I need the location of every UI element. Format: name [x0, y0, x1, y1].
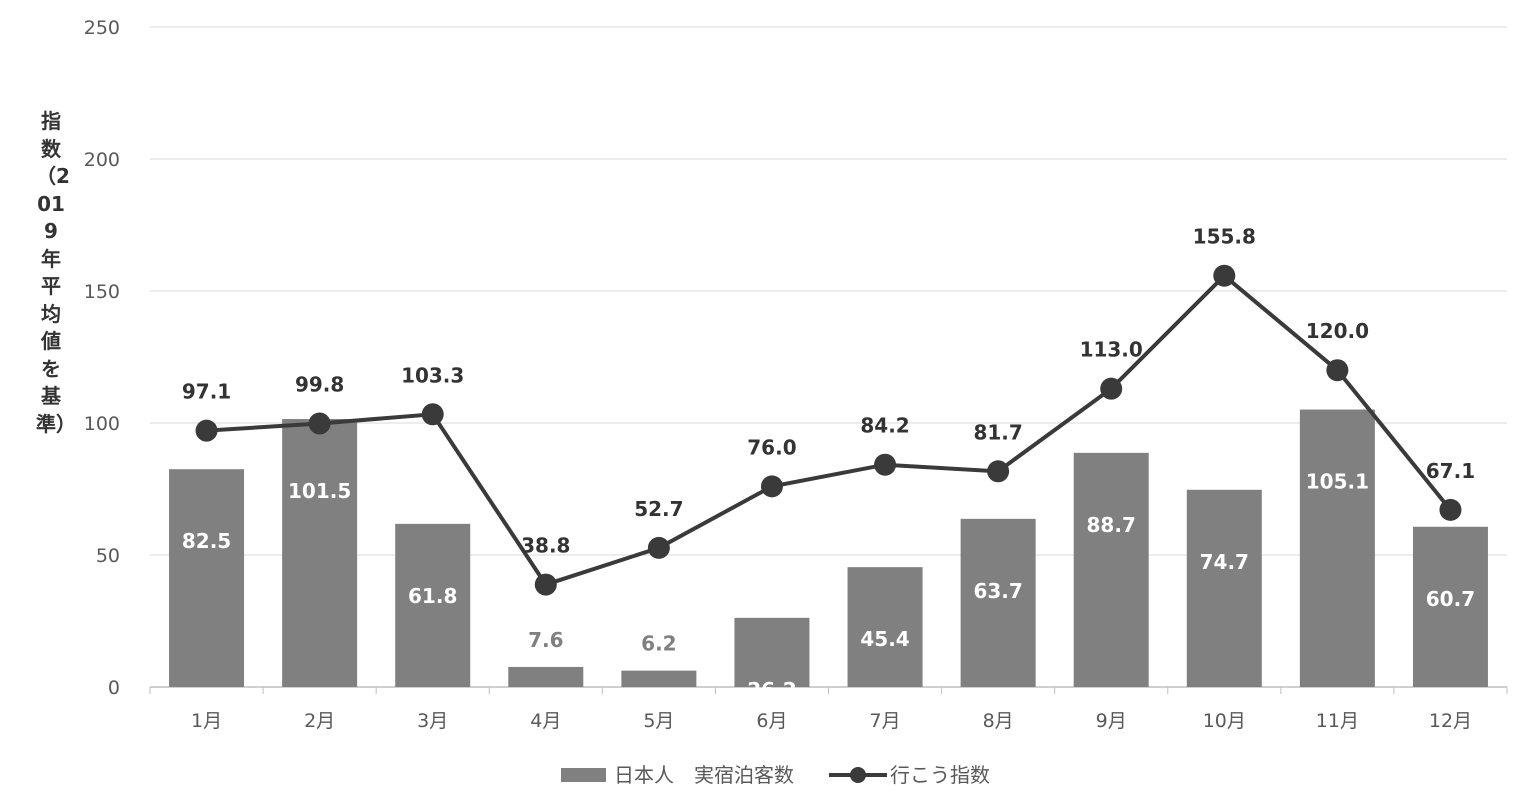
- line-series: [206, 272, 1453, 587]
- line-data-label: 76.0: [747, 435, 796, 459]
- bar: [508, 666, 584, 687]
- x-tick-label: 8月: [983, 710, 1014, 732]
- x-tick-label: 12月: [1429, 710, 1472, 732]
- y-tick-label: 250: [84, 17, 120, 39]
- bar-data-label: 88.7: [1087, 513, 1136, 537]
- bar: [395, 523, 471, 687]
- line-point: [1326, 359, 1349, 382]
- bar-data-label: 6.2: [641, 632, 676, 656]
- line-data-label: 155.8: [1193, 225, 1256, 249]
- line-point: [308, 412, 331, 435]
- x-tick-label: 5月: [643, 710, 674, 732]
- legend-line-marker: [850, 767, 866, 783]
- y-tick-label: 50: [96, 545, 120, 567]
- x-tick-label: 3月: [417, 710, 448, 732]
- x-tick-label: 7月: [869, 710, 900, 732]
- bar-data-label: 45.4: [860, 627, 909, 651]
- bar-data-label: 74.7: [1200, 550, 1249, 574]
- line-point: [195, 419, 218, 442]
- y-axis-title: 指数（2019年平均値を基準）: [36, 109, 76, 436]
- legend-bar-swatch: [561, 768, 606, 782]
- line-point: [1100, 377, 1123, 400]
- bar-data-label: 61.8: [408, 584, 457, 608]
- line-data-label: 120.0: [1306, 319, 1369, 343]
- y-tick-label: 100: [84, 413, 120, 435]
- bar: [1299, 409, 1375, 687]
- x-tick-label: 9月: [1096, 710, 1127, 732]
- line-data-label: 38.8: [521, 534, 570, 558]
- line-point: [534, 573, 557, 596]
- line-data-label: 84.2: [860, 414, 909, 438]
- x-tick-label: 11月: [1316, 710, 1359, 732]
- y-tick-label: 150: [84, 281, 120, 303]
- bar: [621, 670, 697, 687]
- y-tick-label: 200: [84, 149, 120, 171]
- line-point: [647, 536, 670, 559]
- x-tick-label: 2月: [304, 710, 335, 732]
- x-tick-label: 1月: [191, 710, 222, 732]
- bar: [282, 419, 358, 687]
- bar-data-label: 101.5: [288, 479, 351, 503]
- bar-data-label: 82.5: [182, 529, 231, 553]
- bar: [960, 518, 1036, 687]
- bar-data-label: 105.1: [1306, 470, 1369, 494]
- x-tick-label: 6月: [756, 710, 787, 732]
- line-point: [874, 453, 897, 476]
- line-data-label: 97.1: [182, 380, 231, 404]
- x-tick-label: 10月: [1203, 710, 1246, 732]
- x-tick-label: 4月: [530, 710, 561, 732]
- bar-data-label: 63.7: [973, 579, 1022, 603]
- bar: [1073, 452, 1149, 687]
- line-point: [760, 475, 783, 498]
- legend-bar-label: 日本人 実宿泊客数: [614, 763, 794, 787]
- bar-data-label: 26.2: [747, 678, 796, 702]
- bar-data-label: 7.6: [528, 628, 563, 652]
- line-point: [1439, 498, 1462, 521]
- line-data-label: 99.8: [295, 373, 344, 397]
- y-tick-label: 0: [108, 677, 120, 699]
- bar: [1186, 489, 1262, 687]
- line-point: [1213, 264, 1236, 287]
- line-data-label: 67.1: [1426, 459, 1475, 483]
- bar: [734, 617, 810, 687]
- line-data-label: 113.0: [1080, 338, 1143, 362]
- line-data-label: 103.3: [401, 363, 464, 387]
- line-data-label: 52.7: [634, 497, 683, 521]
- bar-data-label: 60.7: [1426, 587, 1475, 611]
- line-point: [421, 403, 444, 426]
- bar: [1412, 526, 1488, 687]
- line-point: [987, 460, 1010, 483]
- bar: [169, 469, 245, 687]
- line-data-label: 81.7: [973, 420, 1022, 444]
- legend-line-label: 行こう指数: [890, 763, 990, 787]
- bar: [847, 567, 923, 687]
